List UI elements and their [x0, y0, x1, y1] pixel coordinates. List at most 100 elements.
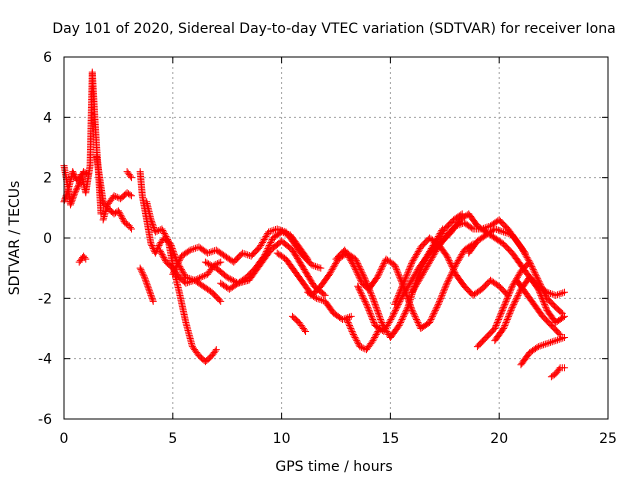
data-point	[353, 338, 361, 346]
data-point	[483, 223, 491, 231]
data-point	[419, 270, 427, 278]
data-point	[360, 294, 368, 302]
data-point	[126, 191, 134, 199]
data-point	[312, 294, 320, 302]
data-point	[81, 254, 89, 262]
data-point	[358, 291, 366, 299]
chart-title: Day 101 of 2020, Sidereal Day-to-day VTE…	[52, 21, 615, 37]
data-point	[394, 270, 402, 278]
data-point	[496, 311, 504, 319]
data-point	[503, 294, 511, 302]
data-point	[536, 342, 544, 350]
data-point	[498, 308, 506, 316]
data-point	[503, 315, 511, 323]
data-point	[411, 312, 419, 320]
data-point	[268, 227, 276, 235]
data-point	[395, 290, 403, 298]
data-point	[316, 296, 324, 304]
data-point	[514, 291, 522, 299]
data-point	[265, 243, 273, 251]
data-point	[526, 258, 534, 266]
data-point	[450, 267, 458, 275]
data-point	[400, 278, 408, 286]
series-arc27	[513, 276, 564, 339]
data-point	[510, 300, 518, 308]
data-point	[407, 302, 415, 310]
data-point	[350, 332, 358, 340]
data-point	[356, 275, 364, 283]
data-point	[262, 248, 270, 256]
data-point	[540, 341, 548, 349]
data-point	[409, 273, 417, 281]
data-point	[517, 243, 525, 251]
data-point	[513, 293, 521, 301]
x-axis-label: GPS time / hours	[275, 459, 392, 475]
data-point	[504, 293, 512, 301]
data-point	[393, 296, 401, 304]
data-point	[376, 269, 384, 277]
data-point	[411, 254, 419, 262]
data-point	[200, 272, 208, 280]
y-tick-label: -6	[38, 412, 52, 428]
data-point	[397, 317, 405, 325]
data-point	[410, 272, 418, 280]
data-point	[372, 275, 380, 283]
data-point	[351, 334, 359, 342]
data-point	[536, 290, 544, 298]
data-point	[417, 273, 425, 281]
data-point	[157, 248, 165, 256]
x-tick-label: 15	[381, 431, 399, 447]
data-point	[406, 279, 414, 287]
data-point	[265, 228, 273, 236]
data-point	[405, 299, 413, 307]
data-point	[441, 284, 449, 292]
data-point	[266, 227, 274, 235]
data-point	[141, 273, 149, 281]
data-point	[418, 272, 426, 280]
data-point	[500, 303, 508, 311]
data-point	[118, 214, 126, 222]
data-point	[389, 311, 397, 319]
x-tick-label: 20	[490, 431, 508, 447]
data-point	[321, 291, 329, 299]
data-point	[75, 180, 83, 188]
data-point	[524, 259, 532, 267]
data-point	[300, 326, 308, 334]
data-point	[161, 255, 169, 263]
data-point	[127, 192, 135, 200]
data-point	[263, 246, 271, 254]
data-point	[372, 303, 380, 311]
data-point	[541, 302, 549, 310]
data-point	[175, 257, 183, 265]
data-point	[427, 255, 435, 263]
data-point	[515, 270, 523, 278]
data-point	[432, 305, 440, 313]
data-point	[505, 311, 513, 319]
data-point	[414, 278, 422, 286]
data-point	[163, 234, 171, 242]
data-point	[392, 264, 400, 272]
data-point	[175, 258, 183, 266]
series-arc8	[136, 264, 157, 305]
data-point	[485, 223, 493, 231]
data-point	[308, 261, 316, 269]
data-point	[114, 207, 122, 215]
data-point	[344, 318, 352, 326]
data-point	[505, 230, 513, 238]
data-point	[495, 314, 503, 322]
data-point	[347, 312, 355, 320]
data-point	[448, 263, 456, 271]
data-point	[534, 276, 542, 284]
data-point	[537, 291, 545, 299]
data-point	[171, 266, 179, 274]
data-point	[559, 289, 567, 297]
data-point	[438, 229, 446, 237]
data-point	[400, 311, 408, 319]
data-point	[447, 272, 455, 280]
data-point	[404, 267, 412, 275]
data-point	[534, 275, 542, 283]
data-point	[159, 226, 167, 234]
data-point	[468, 224, 476, 232]
data-point	[404, 282, 412, 290]
data-point	[258, 239, 266, 247]
